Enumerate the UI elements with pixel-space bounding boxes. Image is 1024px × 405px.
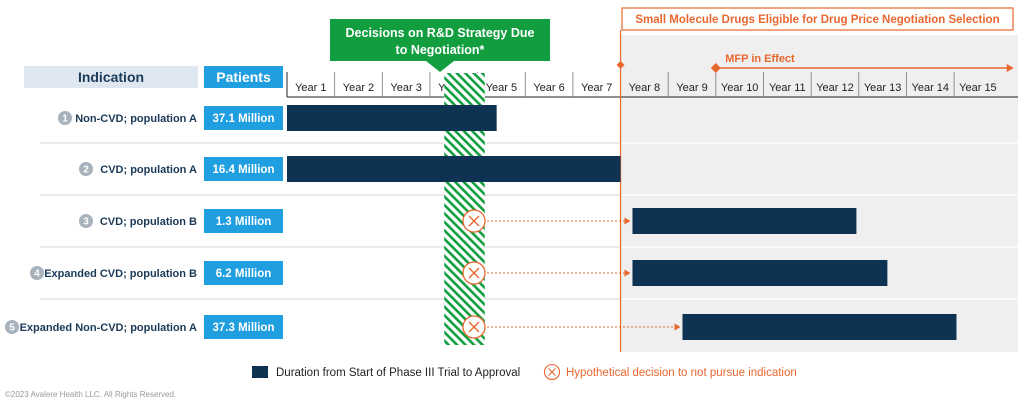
legend-x-stroke [548, 368, 556, 376]
mfp-arrow-head [1006, 64, 1014, 72]
patients-value: 37.3 Million [213, 322, 275, 334]
patients-header [204, 66, 283, 88]
legend-bar-swatch [252, 366, 268, 378]
patients-value: 6.2 Million [216, 268, 272, 280]
row-number-circle [58, 111, 72, 125]
legend-bar-label: Duration from Start of Phase III Trial t… [276, 367, 520, 379]
row-number: 2 [83, 165, 89, 176]
dotted-arrow-head [674, 323, 681, 331]
patients-box [204, 106, 283, 130]
patients-box [204, 261, 283, 285]
duration-bar [287, 156, 621, 182]
decision-banner [330, 19, 550, 61]
indication-header-label: Indication [78, 69, 144, 85]
dotted-arrow-head [624, 217, 631, 225]
year-tick-label: Year 5 [486, 82, 517, 94]
patients-value: 1.3 Million [216, 216, 272, 228]
year-tick-label: Year 13 [864, 82, 902, 94]
negotiation-banner-text: Small Molecule Drugs Eligible for Drug P… [635, 14, 999, 26]
not-pursued-x-stroke [468, 215, 480, 227]
patients-value: 16.4 Million [213, 164, 275, 176]
patients-header-label: Patients [216, 69, 271, 85]
negotiation-marker [616, 61, 625, 69]
indication-label: Expanded Non-CVD; population A [20, 322, 197, 334]
not-pursued-x-stroke [468, 321, 480, 333]
decision-banner-arrow [426, 61, 454, 72]
year-tick-label: Year 6 [533, 82, 564, 94]
row-number-circle [79, 214, 93, 228]
row-number: 4 [34, 269, 40, 280]
decision-banner-line1: Decisions on R&D Strategy Due [346, 26, 535, 40]
dotted-arrow-head [624, 269, 631, 277]
year-tick-label: Year 12 [816, 82, 854, 94]
year-tick-label: Year 15 [959, 82, 997, 94]
not-pursued-x-stroke [468, 267, 480, 279]
row-number-circle [5, 320, 19, 334]
row-number-circle [79, 162, 93, 176]
patients-value: 37.1 Million [213, 113, 275, 125]
indication-label: Non-CVD; population A [75, 113, 197, 125]
duration-bar [632, 260, 888, 286]
indication-label: CVD; population A [100, 164, 197, 176]
duration-bar [632, 208, 857, 234]
patients-box [204, 315, 283, 339]
year-tick-label: Year 7 [581, 82, 612, 94]
row-number: 3 [83, 217, 89, 228]
row-number: 1 [62, 114, 68, 125]
row-number-circle [30, 266, 44, 280]
decision-banner-line2: to Negotiation* [396, 43, 485, 57]
negotiation-banner [621, 7, 1014, 31]
row-number: 5 [9, 323, 15, 334]
year-tick-label: Year 3 [390, 82, 421, 94]
year-tick-label: Year 2 [343, 82, 374, 94]
year-tick-label: Year 11 [769, 82, 806, 94]
year-tick-label: Year 14 [912, 82, 950, 94]
duration-bar [287, 105, 497, 131]
indication-header [24, 66, 198, 88]
year-tick-label: Year 10 [721, 82, 759, 94]
year-tick-label: Year 8 [629, 82, 660, 94]
copyright-text: ©2023 Avalere Health LLC. All Rights Res… [5, 390, 176, 399]
mfp-arrow-start [710, 63, 721, 73]
year-tick-label: Year 1 [295, 82, 326, 94]
year-tick-label: Year 9 [676, 82, 707, 94]
patients-box [204, 209, 283, 233]
indication-label: Expanded CVD; population B [44, 268, 197, 280]
indication-label: CVD; population B [100, 216, 197, 228]
legend-x-label: Hypothetical decision to not pursue indi… [566, 367, 797, 379]
duration-bar [682, 314, 957, 340]
mfp-label: MFP in Effect [725, 53, 795, 65]
patients-box [204, 157, 283, 181]
